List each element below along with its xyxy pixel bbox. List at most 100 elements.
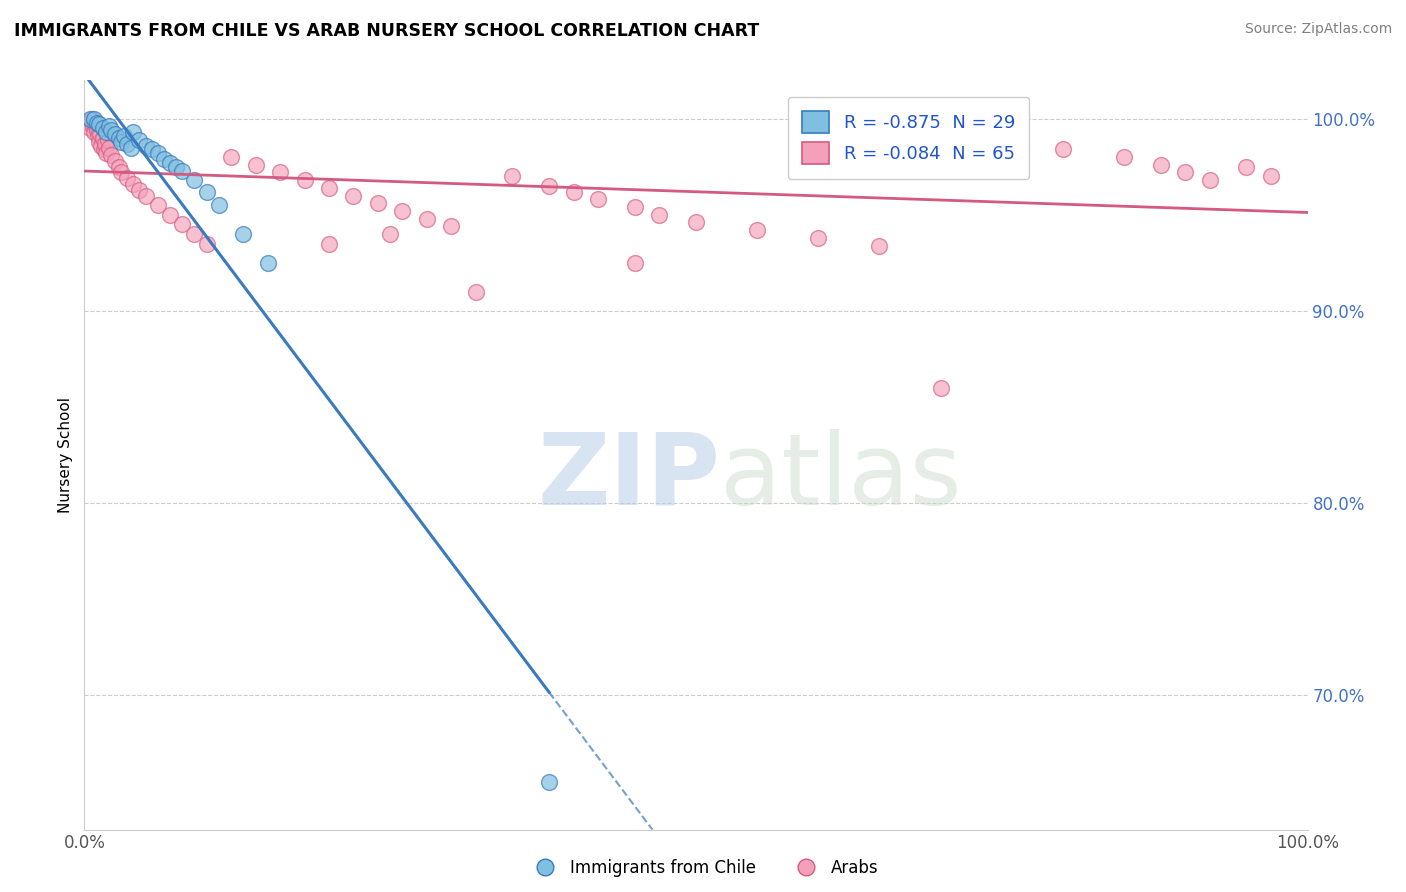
Text: atlas: atlas [720,429,962,526]
Legend: R = -0.875  N = 29, R = -0.084  N = 65: R = -0.875 N = 29, R = -0.084 N = 65 [787,97,1029,178]
Point [905,131,928,145]
Point [97,120,120,134]
Point [380,227,402,241]
Point [96,125,118,139]
Point [135,138,157,153]
Point [110,165,132,179]
Point [91,131,114,145]
Point [869,238,891,252]
Point [86,123,108,137]
Text: Source: ZipAtlas.com: Source: ZipAtlas.com [1244,22,1392,37]
Point [294,173,316,187]
Point [87,118,110,132]
Point [929,127,952,141]
Point [122,125,145,139]
Point [107,131,129,145]
Point [269,165,291,179]
Point [90,138,112,153]
Point [80,112,103,126]
Point [84,118,107,132]
Point [1260,169,1282,184]
Point [128,133,150,147]
Point [991,135,1014,149]
Point [112,128,135,143]
Point [245,158,267,172]
Point [97,133,120,147]
Point [165,160,187,174]
Point [135,188,157,202]
Point [367,196,389,211]
Point [747,223,769,237]
Point [219,150,242,164]
Point [89,127,111,141]
Point [929,381,952,395]
Point [120,140,142,154]
Point [96,146,118,161]
Point [318,181,340,195]
Point [1174,165,1197,179]
Point [342,188,364,202]
Point [1198,173,1220,187]
Point [97,140,120,154]
Point [115,171,138,186]
Point [1114,150,1136,164]
Point [208,198,231,212]
Point [159,156,181,170]
Legend: Immigrants from Chile, Arabs: Immigrants from Chile, Arabs [522,853,884,884]
Point [146,198,169,212]
Point [82,120,104,134]
Point [648,208,671,222]
Point [183,173,205,187]
Point [79,121,101,136]
Point [624,256,647,270]
Point [807,231,830,245]
Point [100,148,122,162]
Point [83,112,105,126]
Point [257,256,280,270]
Point [183,227,205,241]
Point [232,227,254,241]
Point [93,143,115,157]
Point [79,112,101,126]
Point [100,123,122,137]
Text: ZIP: ZIP [537,429,720,526]
Text: IMMIGRANTS FROM CHILE VS ARAB NURSERY SCHOOL CORRELATION CHART: IMMIGRANTS FROM CHILE VS ARAB NURSERY SC… [14,22,759,40]
Point [128,183,150,197]
Point [318,236,340,251]
Point [86,115,108,129]
Point [1150,158,1173,172]
Point [195,185,218,199]
Point [159,208,181,222]
Point [104,127,127,141]
Point [91,121,114,136]
Point [172,218,194,232]
Point [538,774,561,789]
Point [110,135,132,149]
Point [586,193,609,207]
Point [624,200,647,214]
Point [104,153,127,168]
Point [464,285,486,299]
Point [77,115,100,129]
Point [391,203,413,218]
Point [685,215,707,229]
Point [538,178,561,193]
Point [87,135,110,149]
Point [1052,143,1074,157]
Point [416,211,439,226]
Point [146,146,169,161]
Point [141,143,163,157]
Point [562,185,585,199]
Point [122,177,145,191]
Point [172,163,194,178]
Point [1236,160,1258,174]
Y-axis label: Nursery School: Nursery School [58,397,73,513]
Point [87,128,110,143]
Point [94,136,117,151]
Point [440,219,463,234]
Point [115,136,138,151]
Point [83,125,105,139]
Point [107,160,129,174]
Point [195,236,218,251]
Point [502,169,524,184]
